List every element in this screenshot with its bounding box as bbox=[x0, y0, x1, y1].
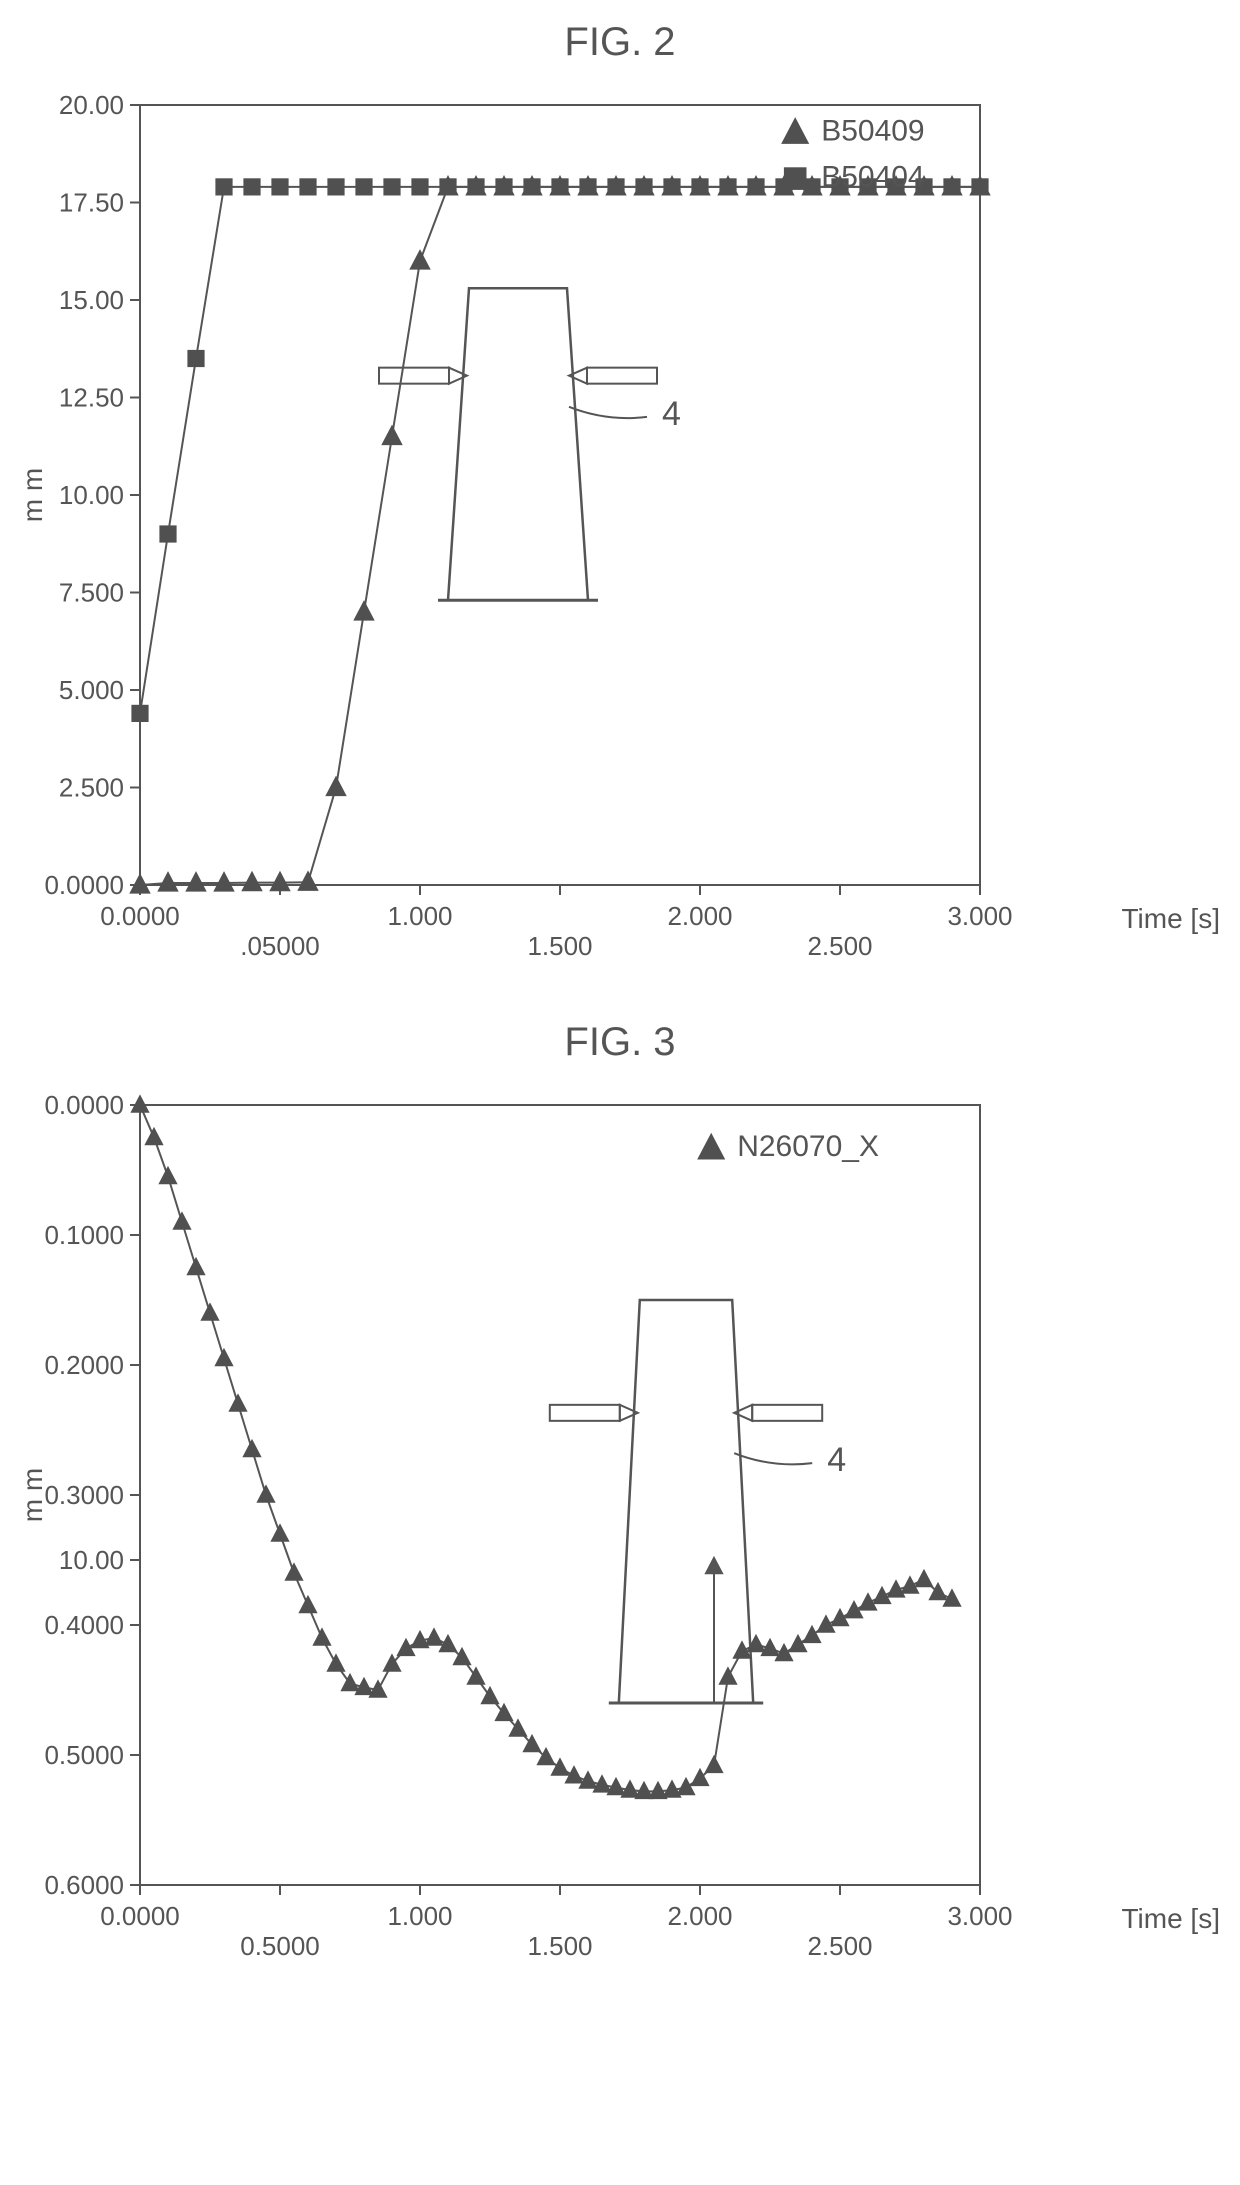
svg-text:2.500: 2.500 bbox=[807, 931, 872, 961]
fig2-svg: 0.0000 .05000 1.000 1.500 2.000 2.500 3.000 0.0… bbox=[20, 75, 1020, 975]
svg-text:12.50: 12.50 bbox=[59, 383, 124, 413]
figure-2: FIG. 2 0.0000 .05000 1.000 1.500 2.000 2.500 3… bbox=[20, 20, 1220, 980]
svg-text:2.500: 2.500 bbox=[807, 1931, 872, 1961]
fig3-svg: 0.0000 0.5000 1.000 1.500 2.000 2.500 3.000 0.0… bbox=[20, 1075, 1020, 1975]
svg-text:B50404: B50404 bbox=[821, 161, 924, 194]
svg-text:0.1000: 0.1000 bbox=[44, 1220, 124, 1250]
svg-text:m m: m m bbox=[20, 468, 48, 522]
svg-text:4: 4 bbox=[662, 395, 681, 433]
fig2-chart-wrap: 0.0000 .05000 1.000 1.500 2.000 2.500 3.000 0.0… bbox=[20, 75, 1220, 980]
svg-text:0.4000: 0.4000 bbox=[44, 1610, 124, 1640]
fig2-title: FIG. 2 bbox=[20, 20, 1220, 65]
svg-text:0.0000: 0.0000 bbox=[44, 1090, 124, 1120]
svg-text:0.3000: 0.3000 bbox=[44, 1480, 124, 1510]
svg-text:2.000: 2.000 bbox=[667, 1901, 732, 1931]
svg-text:5.000: 5.000 bbox=[59, 675, 124, 705]
svg-text:4: 4 bbox=[827, 1441, 846, 1479]
svg-text:0.6000: 0.6000 bbox=[44, 1870, 124, 1900]
svg-text:0.2000: 0.2000 bbox=[44, 1350, 124, 1380]
svg-text:0.0000: 0.0000 bbox=[100, 1901, 180, 1931]
svg-text:17.50: 17.50 bbox=[59, 188, 124, 218]
svg-text:10.00: 10.00 bbox=[59, 480, 124, 510]
fig3-xlabel-text: Time [s] bbox=[1121, 1903, 1220, 1935]
svg-text:1.000: 1.000 bbox=[387, 901, 452, 931]
svg-text:10.00: 10.00 bbox=[59, 1545, 124, 1575]
svg-text:N26070_X: N26070_X bbox=[737, 1130, 879, 1163]
fig3-chart-wrap: 0.0000 0.5000 1.000 1.500 2.000 2.500 3.000 0.0… bbox=[20, 1075, 1220, 1980]
fig2-xlabel-text: Time [s] bbox=[1121, 903, 1220, 935]
figure-3: FIG. 3 0.0000 0.5000 1.000 1.500 2.000 2.500 3… bbox=[20, 1020, 1220, 1980]
svg-text:7.500: 7.500 bbox=[59, 578, 124, 608]
svg-text:0.0000: 0.0000 bbox=[44, 870, 124, 900]
svg-text:0.5000: 0.5000 bbox=[44, 1740, 124, 1770]
svg-text:2.000: 2.000 bbox=[667, 901, 732, 931]
svg-text:1.500: 1.500 bbox=[527, 1931, 592, 1961]
svg-text:20.00: 20.00 bbox=[59, 90, 124, 120]
svg-text:0.5000: 0.5000 bbox=[240, 1931, 320, 1961]
svg-text:1.000: 1.000 bbox=[387, 1901, 452, 1931]
svg-text:1.500: 1.500 bbox=[527, 931, 592, 961]
svg-text:3.000: 3.000 bbox=[947, 1901, 1012, 1931]
svg-text:15.00: 15.00 bbox=[59, 285, 124, 315]
svg-text:m m: m m bbox=[20, 1468, 48, 1522]
svg-text:0.0000: 0.0000 bbox=[100, 901, 180, 931]
svg-text:3.000: 3.000 bbox=[947, 901, 1012, 931]
fig3-title: FIG. 3 bbox=[20, 1020, 1220, 1065]
svg-text:B50409: B50409 bbox=[821, 115, 924, 148]
svg-text:2.500: 2.500 bbox=[59, 773, 124, 803]
svg-text:.05000: .05000 bbox=[240, 931, 320, 961]
